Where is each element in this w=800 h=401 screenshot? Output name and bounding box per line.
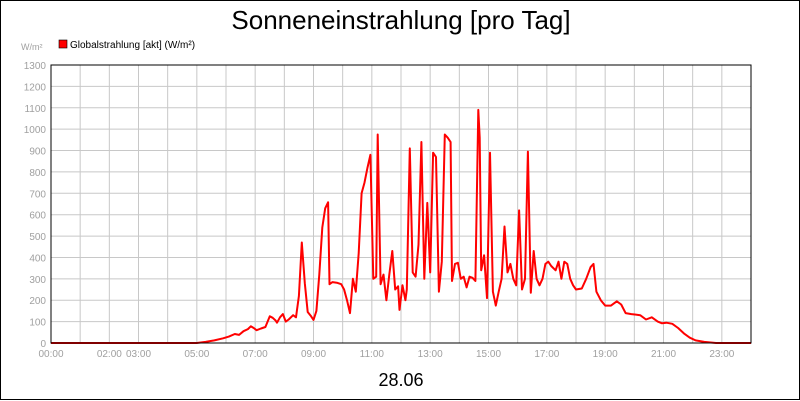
legend-label: Globalstrahlung [akt] (W/m²) xyxy=(70,40,195,51)
y-tick-label: 0 xyxy=(40,339,46,350)
y-tick-label: 500 xyxy=(29,232,46,243)
y-tick-label: 700 xyxy=(29,189,46,200)
y-tick-label: 600 xyxy=(29,211,46,222)
x-tick-label: 19:00 xyxy=(593,349,618,360)
grid xyxy=(51,65,751,343)
chart-title: Sonneneinstrahlung [pro Tag] xyxy=(231,5,570,35)
x-axis-ticks: 00:00 02:00 03:00 05:00 07:00 09:00 11:00 13:00… xyxy=(38,349,734,360)
legend-swatch xyxy=(58,39,68,49)
y-unit-label: W/m² xyxy=(21,42,43,52)
y-tick-label: 300 xyxy=(29,275,46,286)
y-axis-ticks: 0 100 200 300 400 500 600 700 800 900 1000 1100 1200… xyxy=(24,61,47,350)
series-line-globalstrahlung xyxy=(51,108,751,344)
y-tick-label: 100 xyxy=(29,318,46,329)
y-tick-label: 800 xyxy=(29,168,46,179)
x-axis-label: 28.06 xyxy=(378,370,423,390)
plot-area xyxy=(50,64,752,344)
x-tick-label: 02:00 xyxy=(97,349,122,360)
x-tick-label: 13:00 xyxy=(418,349,443,360)
x-tick-label: 23:00 xyxy=(709,349,734,360)
y-tick-label: 1000 xyxy=(24,125,47,136)
x-tick-label: 17:00 xyxy=(534,349,559,360)
x-tick-label: 00:00 xyxy=(38,349,63,360)
x-tick-label: 07:00 xyxy=(243,349,268,360)
x-tick-label: 03:00 xyxy=(126,349,151,360)
y-tick-label: 200 xyxy=(29,296,46,307)
x-tick-label: 21:00 xyxy=(651,349,676,360)
legend: Globalstrahlung [akt] (W/m²) xyxy=(58,39,195,51)
y-tick-label: 1300 xyxy=(24,61,47,72)
series-layer xyxy=(51,108,751,344)
x-tick-label: 11:00 xyxy=(360,349,385,360)
y-tick-label: 400 xyxy=(29,253,46,264)
x-tick-label: 05:00 xyxy=(184,349,209,360)
y-tick-label: 1100 xyxy=(24,104,46,115)
y-tick-label: 1200 xyxy=(24,82,47,93)
x-tick-label: 15:00 xyxy=(476,349,501,360)
y-tick-label: 900 xyxy=(29,147,46,158)
x-tick-label: 09:00 xyxy=(301,349,326,360)
